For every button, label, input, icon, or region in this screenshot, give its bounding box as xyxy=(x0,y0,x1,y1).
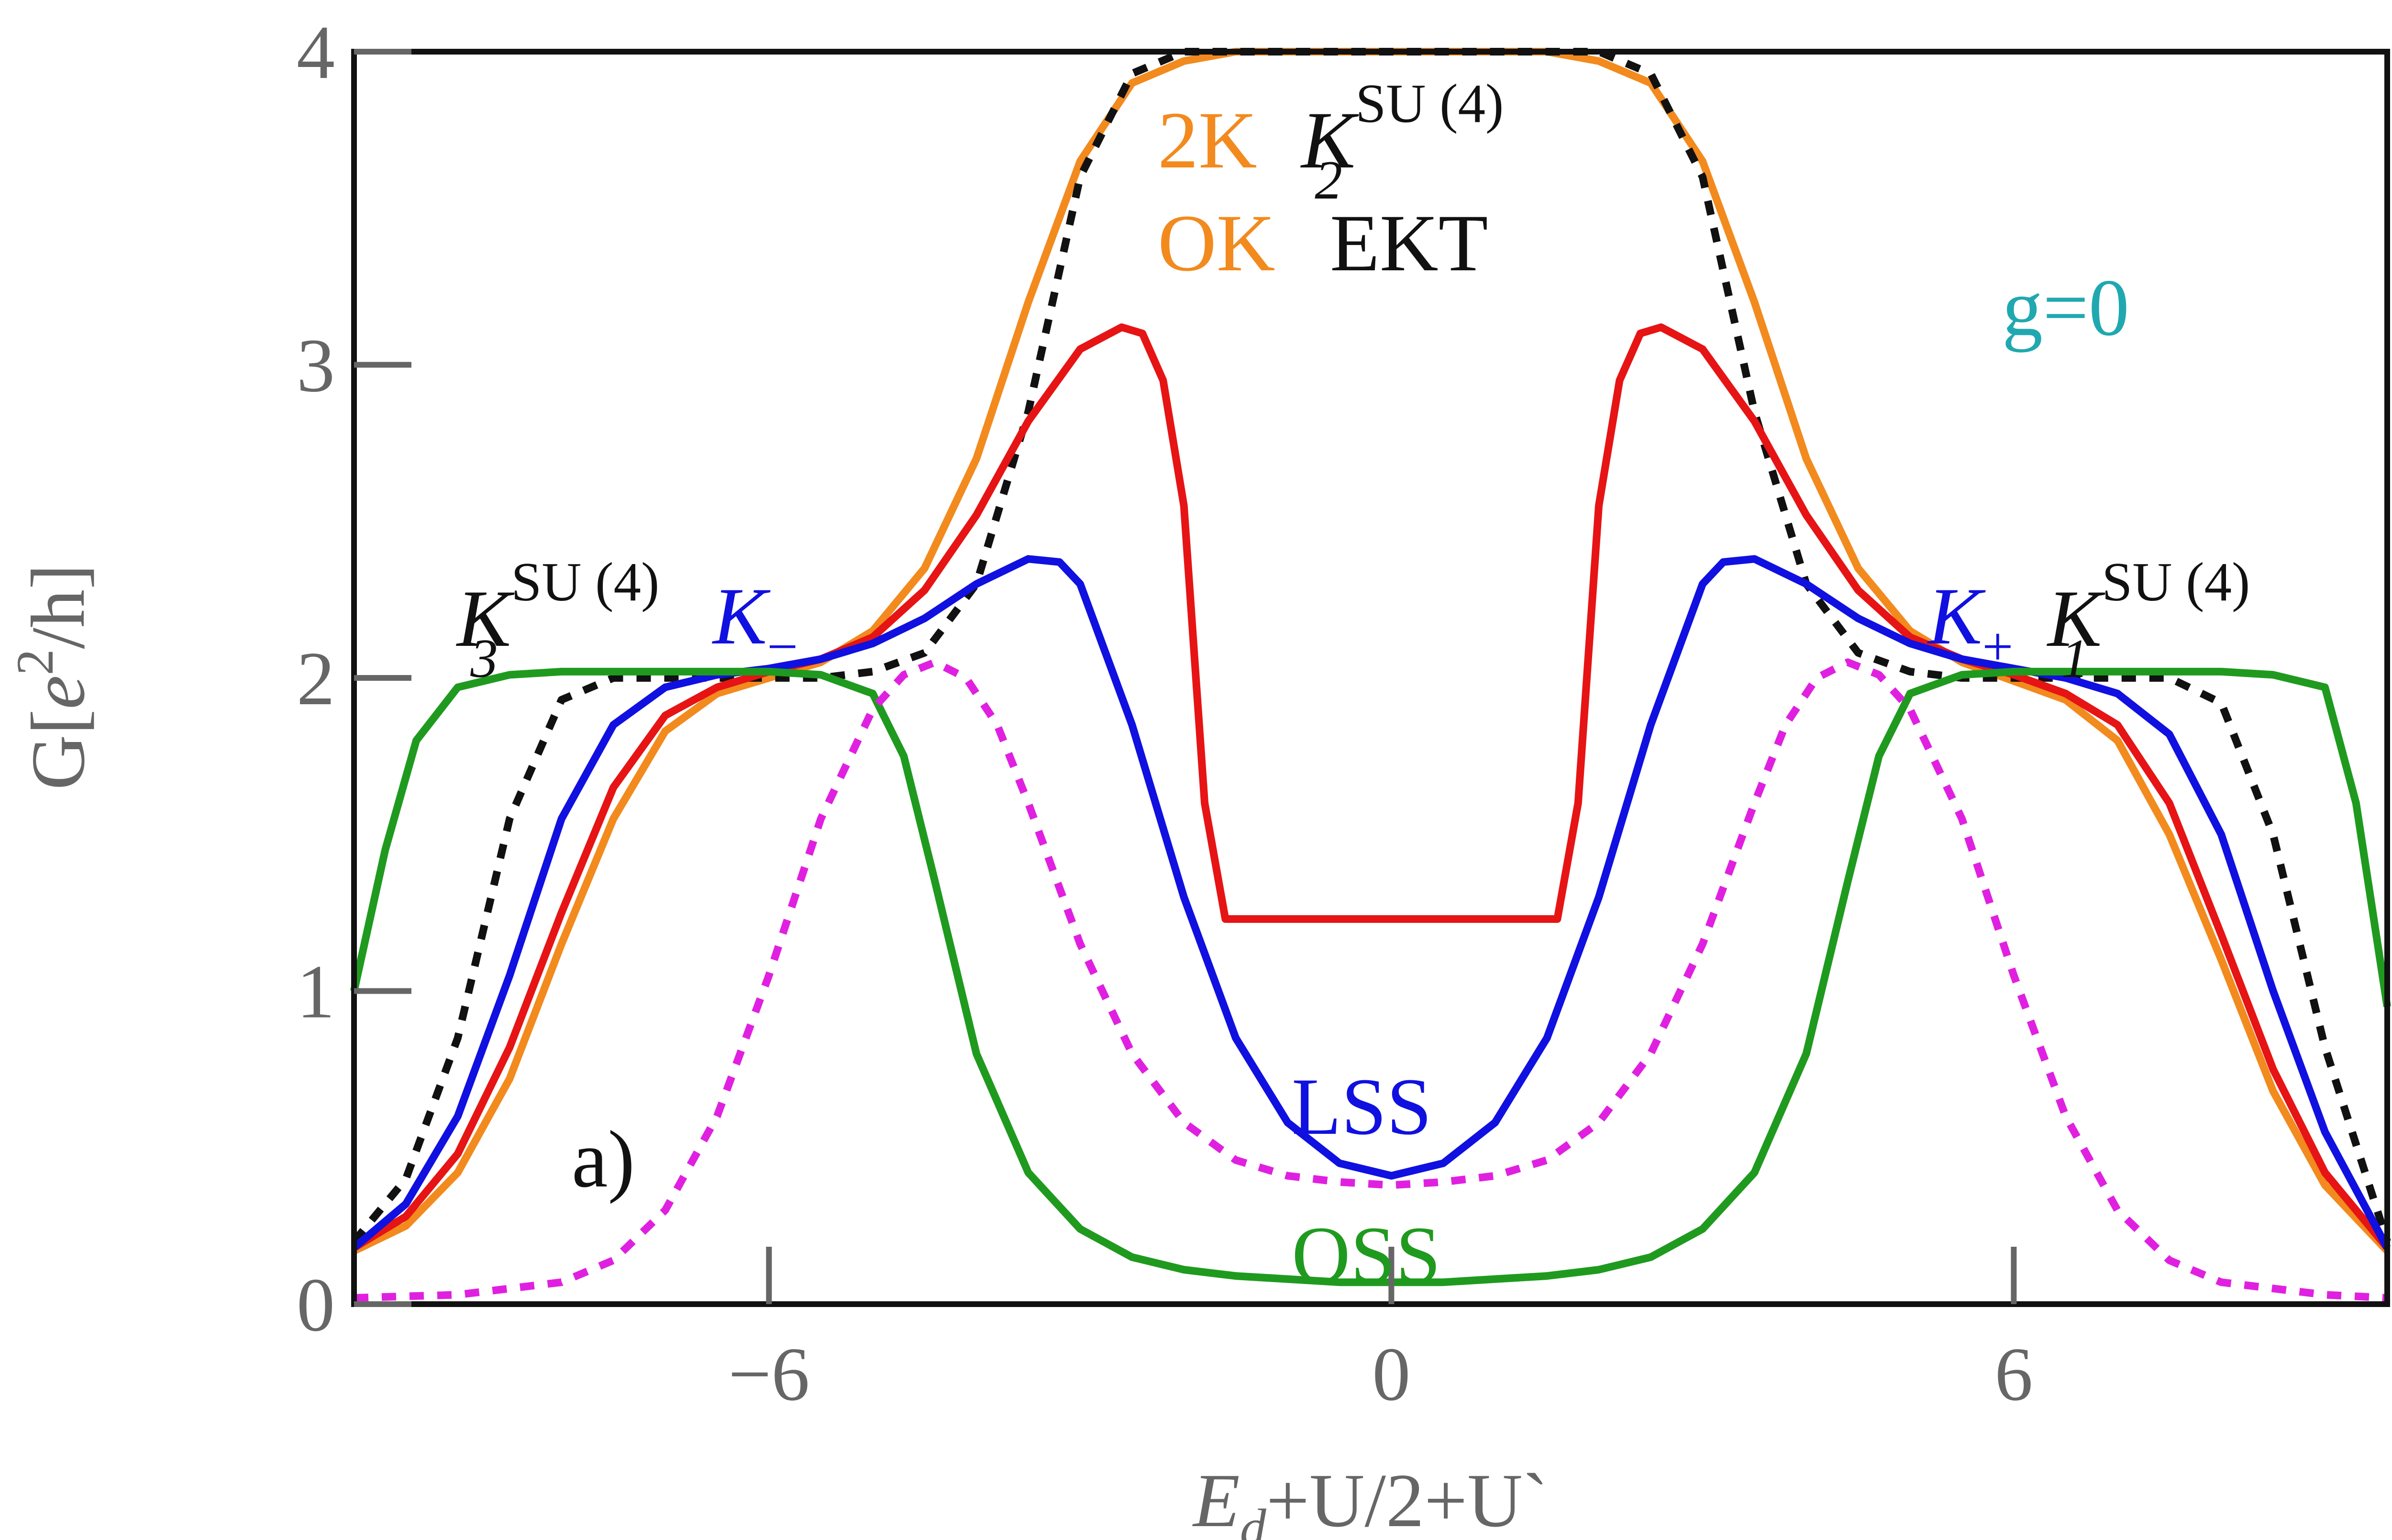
y-axis-title: G[e2/h] xyxy=(6,564,100,790)
label-k3-su4: KSU (4) 3 xyxy=(456,552,659,689)
label-lss: LSS xyxy=(1292,1062,1432,1152)
y-tick-label: 4 xyxy=(297,10,335,95)
label-ekt: EKT xyxy=(1330,198,1488,288)
label-k1-su4: KSU (4) 1 xyxy=(2047,552,2250,689)
panel-label: a) xyxy=(572,1114,635,1204)
y-tick-label: 3 xyxy=(297,323,335,408)
series-line-5 xyxy=(350,667,2391,1286)
y-tick-label: 2 xyxy=(297,636,335,721)
ticks-layer: 0 1 2 3 4 −6 0 6 xyxy=(297,10,2033,1417)
label-g0: g=0 xyxy=(2002,263,2129,353)
label-k-minus: K− xyxy=(712,571,798,677)
series-line-6 xyxy=(354,658,2388,1302)
label-ok: OK xyxy=(1158,198,1275,288)
label-oss: OSS xyxy=(1292,1210,1441,1300)
x-tick-label: −6 xyxy=(728,1331,809,1417)
x-tick-label: 0 xyxy=(1372,1331,1410,1417)
label-k-plus: K+ xyxy=(1927,571,2013,677)
x-axis-title: Ed+U/2+U` xyxy=(1192,1458,1548,1540)
y-tick-label: 0 xyxy=(297,1262,335,1347)
annotations: 2K OK KSU (4) 2 EKT g=0 KSU (4) 3 K− K+ KS… xyxy=(456,73,2250,1300)
label-k2-su4: KSU (4) 2 xyxy=(1300,73,1504,211)
y-tick-label: 1 xyxy=(297,949,335,1034)
x-tick-label: 6 xyxy=(1994,1331,2033,1417)
label-2k: 2K xyxy=(1158,95,1257,185)
